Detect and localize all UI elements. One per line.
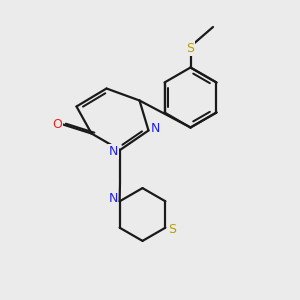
- Text: N: N: [109, 145, 118, 158]
- Text: N: N: [150, 122, 160, 136]
- Text: S: S: [187, 42, 194, 55]
- Text: S: S: [168, 223, 176, 236]
- Text: N: N: [108, 192, 118, 206]
- Text: O: O: [52, 118, 62, 131]
